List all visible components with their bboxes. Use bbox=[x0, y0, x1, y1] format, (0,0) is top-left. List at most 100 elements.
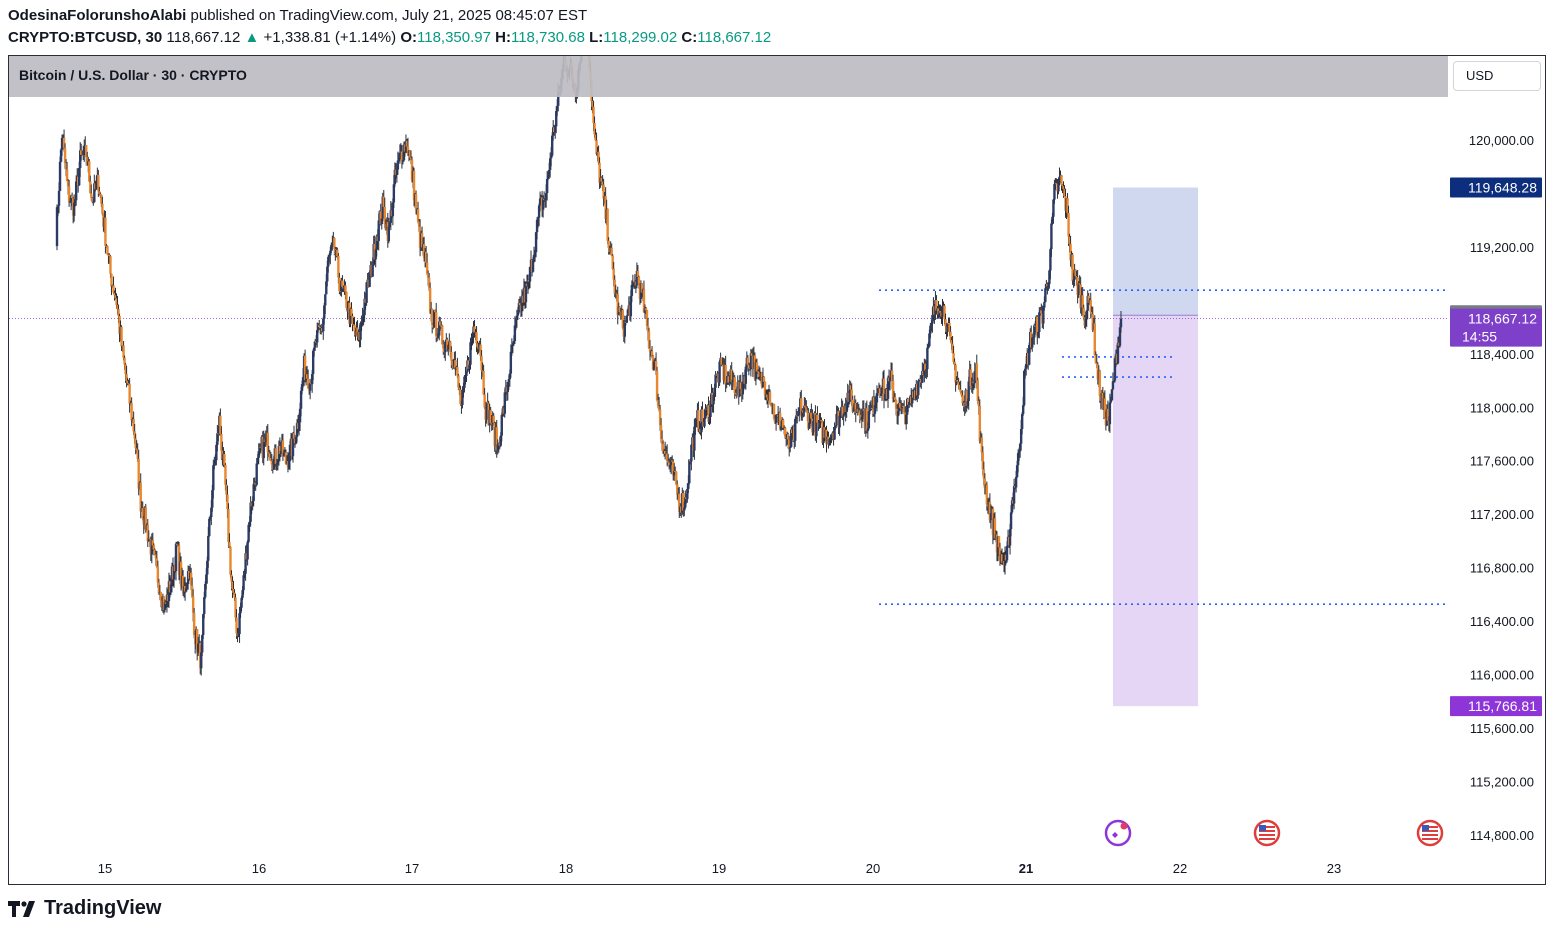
candle[interactable] bbox=[983, 478, 987, 489]
candle[interactable] bbox=[815, 414, 818, 437]
candle[interactable] bbox=[954, 364, 957, 383]
candle[interactable] bbox=[768, 391, 772, 404]
candle[interactable] bbox=[602, 184, 605, 199]
candle[interactable] bbox=[929, 325, 932, 334]
candle[interactable] bbox=[1081, 295, 1084, 308]
candle[interactable] bbox=[835, 413, 838, 426]
candle[interactable] bbox=[1044, 288, 1047, 303]
candle[interactable] bbox=[299, 390, 303, 409]
candle[interactable] bbox=[60, 137, 64, 150]
candle[interactable] bbox=[656, 399, 660, 406]
candle[interactable] bbox=[118, 315, 121, 334]
candle[interactable] bbox=[875, 393, 879, 403]
candle[interactable] bbox=[272, 458, 276, 470]
candle[interactable] bbox=[557, 89, 560, 106]
candle[interactable] bbox=[952, 353, 955, 362]
candle[interactable] bbox=[890, 370, 894, 381]
candle[interactable] bbox=[975, 363, 978, 381]
candle[interactable] bbox=[833, 428, 836, 440]
candle[interactable] bbox=[402, 144, 406, 161]
candle[interactable] bbox=[1062, 186, 1065, 190]
candle[interactable] bbox=[783, 427, 787, 437]
candle[interactable] bbox=[750, 353, 754, 356]
candle[interactable] bbox=[492, 415, 495, 423]
candle[interactable] bbox=[510, 345, 514, 352]
candle[interactable] bbox=[349, 308, 352, 324]
candle[interactable] bbox=[319, 327, 322, 329]
candle[interactable] bbox=[212, 465, 215, 491]
candle[interactable] bbox=[465, 371, 468, 376]
candle[interactable] bbox=[851, 399, 854, 412]
candle[interactable] bbox=[214, 460, 217, 465]
candle[interactable] bbox=[1017, 451, 1021, 454]
candle[interactable] bbox=[1068, 236, 1071, 244]
candle[interactable] bbox=[408, 150, 412, 158]
candle[interactable] bbox=[110, 273, 113, 287]
candle[interactable] bbox=[839, 410, 842, 416]
candle[interactable] bbox=[336, 249, 339, 257]
candle[interactable] bbox=[230, 574, 233, 582]
candle[interactable] bbox=[467, 360, 470, 369]
candle[interactable] bbox=[1084, 318, 1087, 326]
candle[interactable] bbox=[841, 406, 844, 417]
candle[interactable] bbox=[227, 509, 230, 542]
candle[interactable] bbox=[136, 449, 139, 459]
candle[interactable] bbox=[258, 446, 261, 452]
candle[interactable] bbox=[397, 157, 401, 161]
candle[interactable] bbox=[1049, 249, 1052, 271]
candle[interactable] bbox=[231, 581, 234, 589]
candle[interactable] bbox=[946, 322, 949, 332]
us-flag-icon[interactable] bbox=[1416, 819, 1444, 847]
candle[interactable] bbox=[958, 384, 961, 390]
candle[interactable] bbox=[1089, 299, 1092, 313]
candle[interactable] bbox=[594, 134, 597, 141]
candle[interactable] bbox=[150, 540, 154, 555]
candle[interactable] bbox=[459, 389, 462, 404]
candle[interactable] bbox=[930, 323, 933, 326]
candle[interactable] bbox=[669, 460, 673, 465]
candle[interactable] bbox=[674, 471, 677, 473]
candle[interactable] bbox=[650, 351, 654, 356]
candle[interactable] bbox=[266, 432, 269, 453]
candle[interactable] bbox=[701, 409, 704, 422]
candle[interactable] bbox=[210, 507, 213, 518]
candle[interactable] bbox=[434, 310, 437, 313]
candle[interactable] bbox=[147, 537, 150, 542]
candle[interactable] bbox=[152, 545, 156, 550]
candle[interactable] bbox=[678, 493, 681, 513]
candle[interactable] bbox=[509, 351, 513, 374]
candle[interactable] bbox=[644, 308, 648, 311]
candle[interactable] bbox=[595, 140, 598, 155]
candle[interactable] bbox=[323, 305, 326, 319]
candle[interactable] bbox=[300, 384, 304, 391]
candle[interactable] bbox=[114, 295, 117, 299]
candle[interactable] bbox=[1061, 184, 1064, 187]
candle[interactable] bbox=[966, 400, 969, 407]
candle[interactable] bbox=[57, 190, 61, 206]
candle[interactable] bbox=[324, 294, 327, 306]
candle[interactable] bbox=[798, 408, 801, 416]
candle[interactable] bbox=[695, 419, 698, 421]
candle[interactable] bbox=[398, 152, 402, 158]
candle[interactable] bbox=[1053, 184, 1056, 200]
candle[interactable] bbox=[62, 137, 66, 148]
candle[interactable] bbox=[268, 453, 272, 458]
candle[interactable] bbox=[714, 374, 717, 388]
candle[interactable] bbox=[192, 612, 196, 636]
candle[interactable] bbox=[442, 344, 445, 349]
candle[interactable] bbox=[424, 251, 428, 263]
candle[interactable] bbox=[184, 588, 188, 592]
candle[interactable] bbox=[387, 226, 391, 242]
candle[interactable] bbox=[191, 596, 195, 613]
candle[interactable] bbox=[852, 407, 855, 412]
candle[interactable] bbox=[795, 415, 798, 419]
candle[interactable] bbox=[287, 461, 291, 468]
candle[interactable] bbox=[554, 126, 557, 133]
candle[interactable] bbox=[247, 524, 250, 542]
candle[interactable] bbox=[257, 451, 260, 458]
candle[interactable] bbox=[1108, 402, 1112, 425]
candle[interactable] bbox=[684, 497, 687, 508]
candle[interactable] bbox=[275, 463, 279, 465]
candle[interactable] bbox=[657, 405, 661, 410]
candle[interactable] bbox=[1005, 545, 1009, 561]
